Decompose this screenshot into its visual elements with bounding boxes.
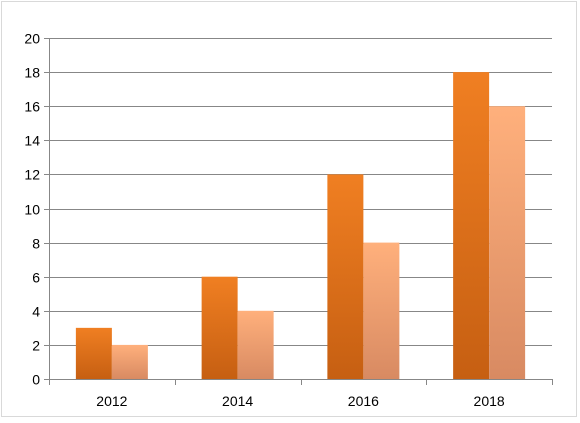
tick-labels: 0 2 4 6 8 10 12 14 16 18 20 2012 2014 2016 2018 [24,31,504,410]
x-tick-label: 2012 [96,393,127,409]
bars [75,72,526,379]
y-tick-label: 6 [32,270,40,286]
bar-series-2-2014 [237,310,274,379]
y-tick-label: 12 [24,167,40,183]
x-tick-label: 2014 [222,393,253,409]
x-tick-label: 2016 [348,393,379,409]
bar-series-1-2014 [201,276,238,379]
y-tick-label: 20 [24,31,40,47]
y-tick-label: 18 [24,65,40,81]
bar-series-2-2012 [111,344,148,379]
bar-chart: 0 2 4 6 8 10 12 14 16 18 20 2012 2014 2016 2018 [24,31,553,410]
chart-frame: 0 2 4 6 8 10 12 14 16 18 20 2012 2014 2016 2018 [1,1,577,417]
axes [44,38,553,385]
bar-series-2-2016 [363,242,400,379]
y-tick-label: 16 [24,99,40,115]
y-tick-label: 2 [32,338,40,354]
y-tick-label: 10 [24,202,40,218]
y-tick-label: 0 [32,372,40,388]
y-tick-label: 4 [32,304,40,320]
x-tick-label: 2018 [474,393,505,409]
bar-series-1-2012 [75,327,112,379]
y-tick-label: 14 [24,133,40,149]
bar-series-1-2018 [453,72,490,379]
y-tick-label: 8 [32,236,40,252]
bar-series-2-2018 [489,106,526,379]
bar-series-1-2016 [327,174,364,379]
